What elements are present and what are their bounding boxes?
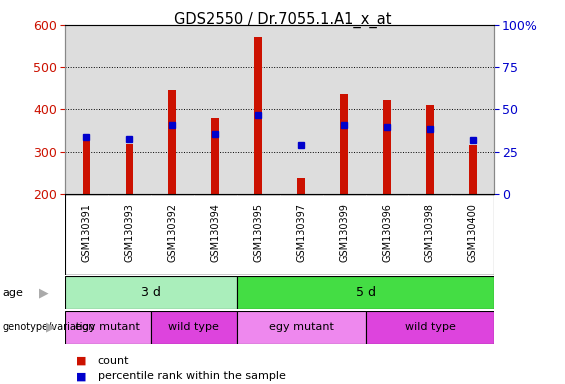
Bar: [297, 178, 305, 194]
Bar: [82, 141, 90, 194]
Text: count: count: [98, 356, 129, 366]
Text: GSM130395: GSM130395: [253, 203, 263, 262]
Text: GSM130394: GSM130394: [210, 203, 220, 262]
Text: 5 d: 5 d: [355, 286, 376, 299]
Bar: [211, 118, 219, 194]
Text: wild type: wild type: [168, 322, 219, 333]
Text: GSM130398: GSM130398: [425, 203, 435, 262]
Bar: [383, 100, 391, 194]
Bar: [65, 311, 151, 344]
Text: GSM130397: GSM130397: [296, 203, 306, 262]
Text: wild type: wild type: [405, 322, 455, 333]
Text: egy mutant: egy mutant: [76, 322, 140, 333]
Text: egy mutant: egy mutant: [269, 322, 333, 333]
Text: GSM130391: GSM130391: [81, 203, 92, 262]
Text: age: age: [3, 288, 24, 298]
Text: ▶: ▶: [38, 286, 49, 299]
Text: ■: ■: [76, 356, 87, 366]
Bar: [168, 89, 176, 194]
Text: GSM130396: GSM130396: [382, 203, 392, 262]
Text: GSM130400: GSM130400: [468, 203, 478, 262]
Text: ▶: ▶: [46, 321, 56, 334]
Bar: [237, 311, 366, 344]
Bar: [237, 276, 494, 309]
Text: GSM130392: GSM130392: [167, 203, 177, 262]
Bar: [426, 105, 434, 194]
Text: ■: ■: [76, 371, 87, 381]
Bar: [340, 94, 348, 194]
Bar: [65, 276, 237, 309]
Bar: [151, 311, 237, 344]
Bar: [125, 144, 133, 194]
Bar: [254, 37, 262, 194]
Text: GSM130393: GSM130393: [124, 203, 134, 262]
Text: percentile rank within the sample: percentile rank within the sample: [98, 371, 286, 381]
Text: GSM130399: GSM130399: [339, 203, 349, 262]
Text: genotype/variation: genotype/variation: [3, 322, 95, 333]
Text: 3 d: 3 d: [141, 286, 161, 299]
Bar: [469, 145, 477, 194]
Bar: [366, 311, 494, 344]
Text: GDS2550 / Dr.7055.1.A1_x_at: GDS2550 / Dr.7055.1.A1_x_at: [174, 12, 391, 28]
